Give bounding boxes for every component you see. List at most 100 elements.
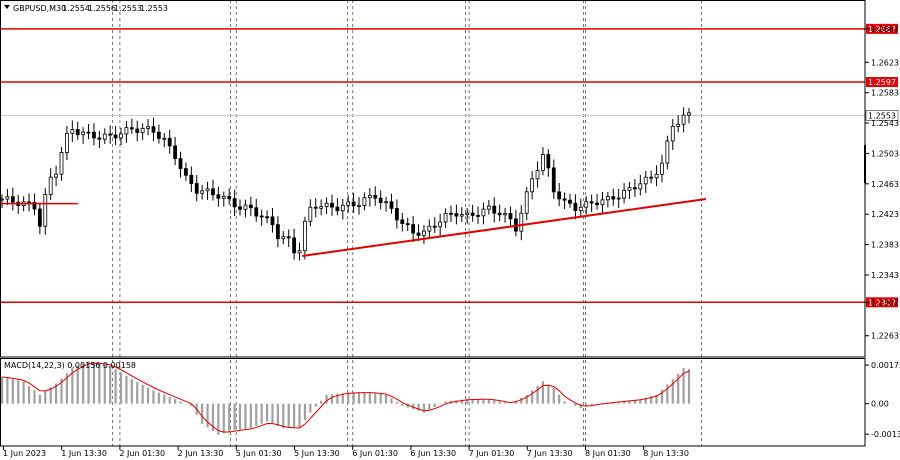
candle-body — [102, 133, 107, 140]
candle-body — [173, 145, 178, 159]
candle-body — [43, 194, 48, 227]
candle-body — [400, 219, 405, 225]
candle-body — [605, 196, 610, 201]
candle-body — [384, 201, 388, 204]
candle-body — [227, 195, 232, 200]
macd-y-tick-label: 0.00 — [871, 400, 889, 409]
candle-body — [200, 190, 205, 194]
candle-body — [687, 112, 691, 116]
price-panel-border — [0, 0, 866, 358]
current-price-bg — [865, 110, 899, 121]
candle-body — [151, 126, 156, 133]
candle-body — [270, 216, 275, 226]
candle-body — [286, 236, 291, 239]
y-tick-label: 1.2543 — [871, 119, 899, 128]
candle-body — [654, 173, 659, 179]
x-tick-label: 5 Jun 01:30 — [236, 449, 282, 458]
ohlc-close: 1.2553 — [140, 4, 168, 13]
candle-body — [449, 212, 453, 215]
candle-body — [319, 206, 324, 209]
macd-signal-line — [1, 362, 690, 433]
y-tick-label: 1.2583 — [871, 89, 899, 98]
candle-body — [81, 131, 86, 136]
candle-body — [297, 250, 302, 254]
candle-body — [465, 212, 470, 216]
x-tick-label: 1 Jun 13:30 — [61, 449, 107, 458]
candle-body — [622, 189, 626, 199]
y-tick-label: 1.2307 — [871, 298, 899, 307]
candle-body — [135, 128, 140, 133]
candle-body — [330, 202, 334, 208]
candle-body — [59, 152, 64, 175]
candle-body — [248, 204, 253, 209]
level-label: 1.2597 — [868, 78, 896, 87]
candle-body — [535, 170, 540, 180]
candle-body — [665, 140, 670, 164]
candle-body — [405, 223, 410, 226]
candle-body — [519, 212, 524, 232]
x-tick-label: 6 Jun 13:30 — [410, 449, 456, 458]
macd-panel-border — [0, 358, 866, 447]
candle-body — [492, 205, 497, 214]
x-tick-label: 6 Jun 01:30 — [352, 449, 398, 458]
candle-body — [10, 196, 15, 203]
price-bars — [0, 107, 691, 261]
dropdown-triangle-icon[interactable] — [4, 5, 10, 9]
candle-body — [562, 198, 567, 201]
macd-y-tick-label: -0.00137 — [871, 430, 900, 439]
y-tick-label: 1.2463 — [871, 180, 899, 189]
candle-body — [189, 174, 194, 184]
candle-body — [259, 215, 264, 218]
macd-y-tick-label: 0.00173 — [871, 361, 900, 370]
candle-body — [162, 137, 167, 140]
axis-labels: 1 Jun 2023 1 Jun 13:30 2 Jun 01:30 2 Jun 13… — [3, 25, 900, 458]
candle-body — [346, 201, 351, 206]
candle-body — [616, 197, 621, 200]
candle-body — [470, 212, 475, 216]
candle-body — [184, 168, 188, 176]
candle-body — [292, 237, 297, 254]
horizontal-levels[interactable]: 1.2667 1.2597 1.2307 1.2553 — [0, 23, 899, 308]
ohlc-high: 1.2556 — [88, 4, 116, 13]
candle-body — [281, 236, 286, 240]
candle-body — [129, 127, 134, 130]
candle-body — [357, 205, 361, 207]
candle-body — [65, 132, 69, 153]
grid-lines — [0, 0, 865, 446]
candle-body — [481, 208, 486, 217]
candle-body — [113, 134, 118, 139]
candle-body — [551, 167, 556, 193]
x-tick-label: 5 Jun 13:30 — [294, 449, 340, 458]
macd-title: MACD(14,22,3) 0.00156 0.00158 — [4, 361, 136, 370]
candle-body — [557, 191, 562, 200]
chart-frame — [0, 0, 866, 447]
trendline[interactable] — [0, 198, 707, 257]
candle-body — [486, 205, 491, 210]
x-tick-label: 2 Jun 01:30 — [119, 449, 165, 458]
x-tick-label: 2 Jun 13:30 — [178, 449, 224, 458]
candle-body — [389, 201, 394, 209]
candle-body — [611, 196, 616, 200]
y-tick-label: 1.2423 — [871, 210, 899, 219]
support-trendline[interactable] — [302, 198, 707, 257]
candle-body — [503, 213, 507, 216]
candle-body — [541, 154, 545, 171]
candle-body — [432, 225, 437, 228]
candle-body — [221, 195, 226, 199]
candle-body — [351, 201, 356, 207]
symbol-title: GBPUSD,M30 — [13, 4, 66, 13]
candle-body — [373, 195, 378, 199]
x-tick-label: 8 Jun 13:30 — [643, 449, 689, 458]
candle-body — [335, 206, 340, 212]
candle-body — [308, 206, 313, 222]
candle-body — [595, 202, 599, 206]
candle-body — [530, 178, 535, 193]
y-tick-label: 1.2667 — [871, 25, 899, 34]
candle-body — [156, 131, 161, 139]
candle-body — [216, 194, 221, 199]
candle-body — [476, 215, 480, 217]
candle-body — [32, 201, 37, 210]
candle-body — [54, 173, 58, 178]
candle-body — [48, 176, 53, 195]
